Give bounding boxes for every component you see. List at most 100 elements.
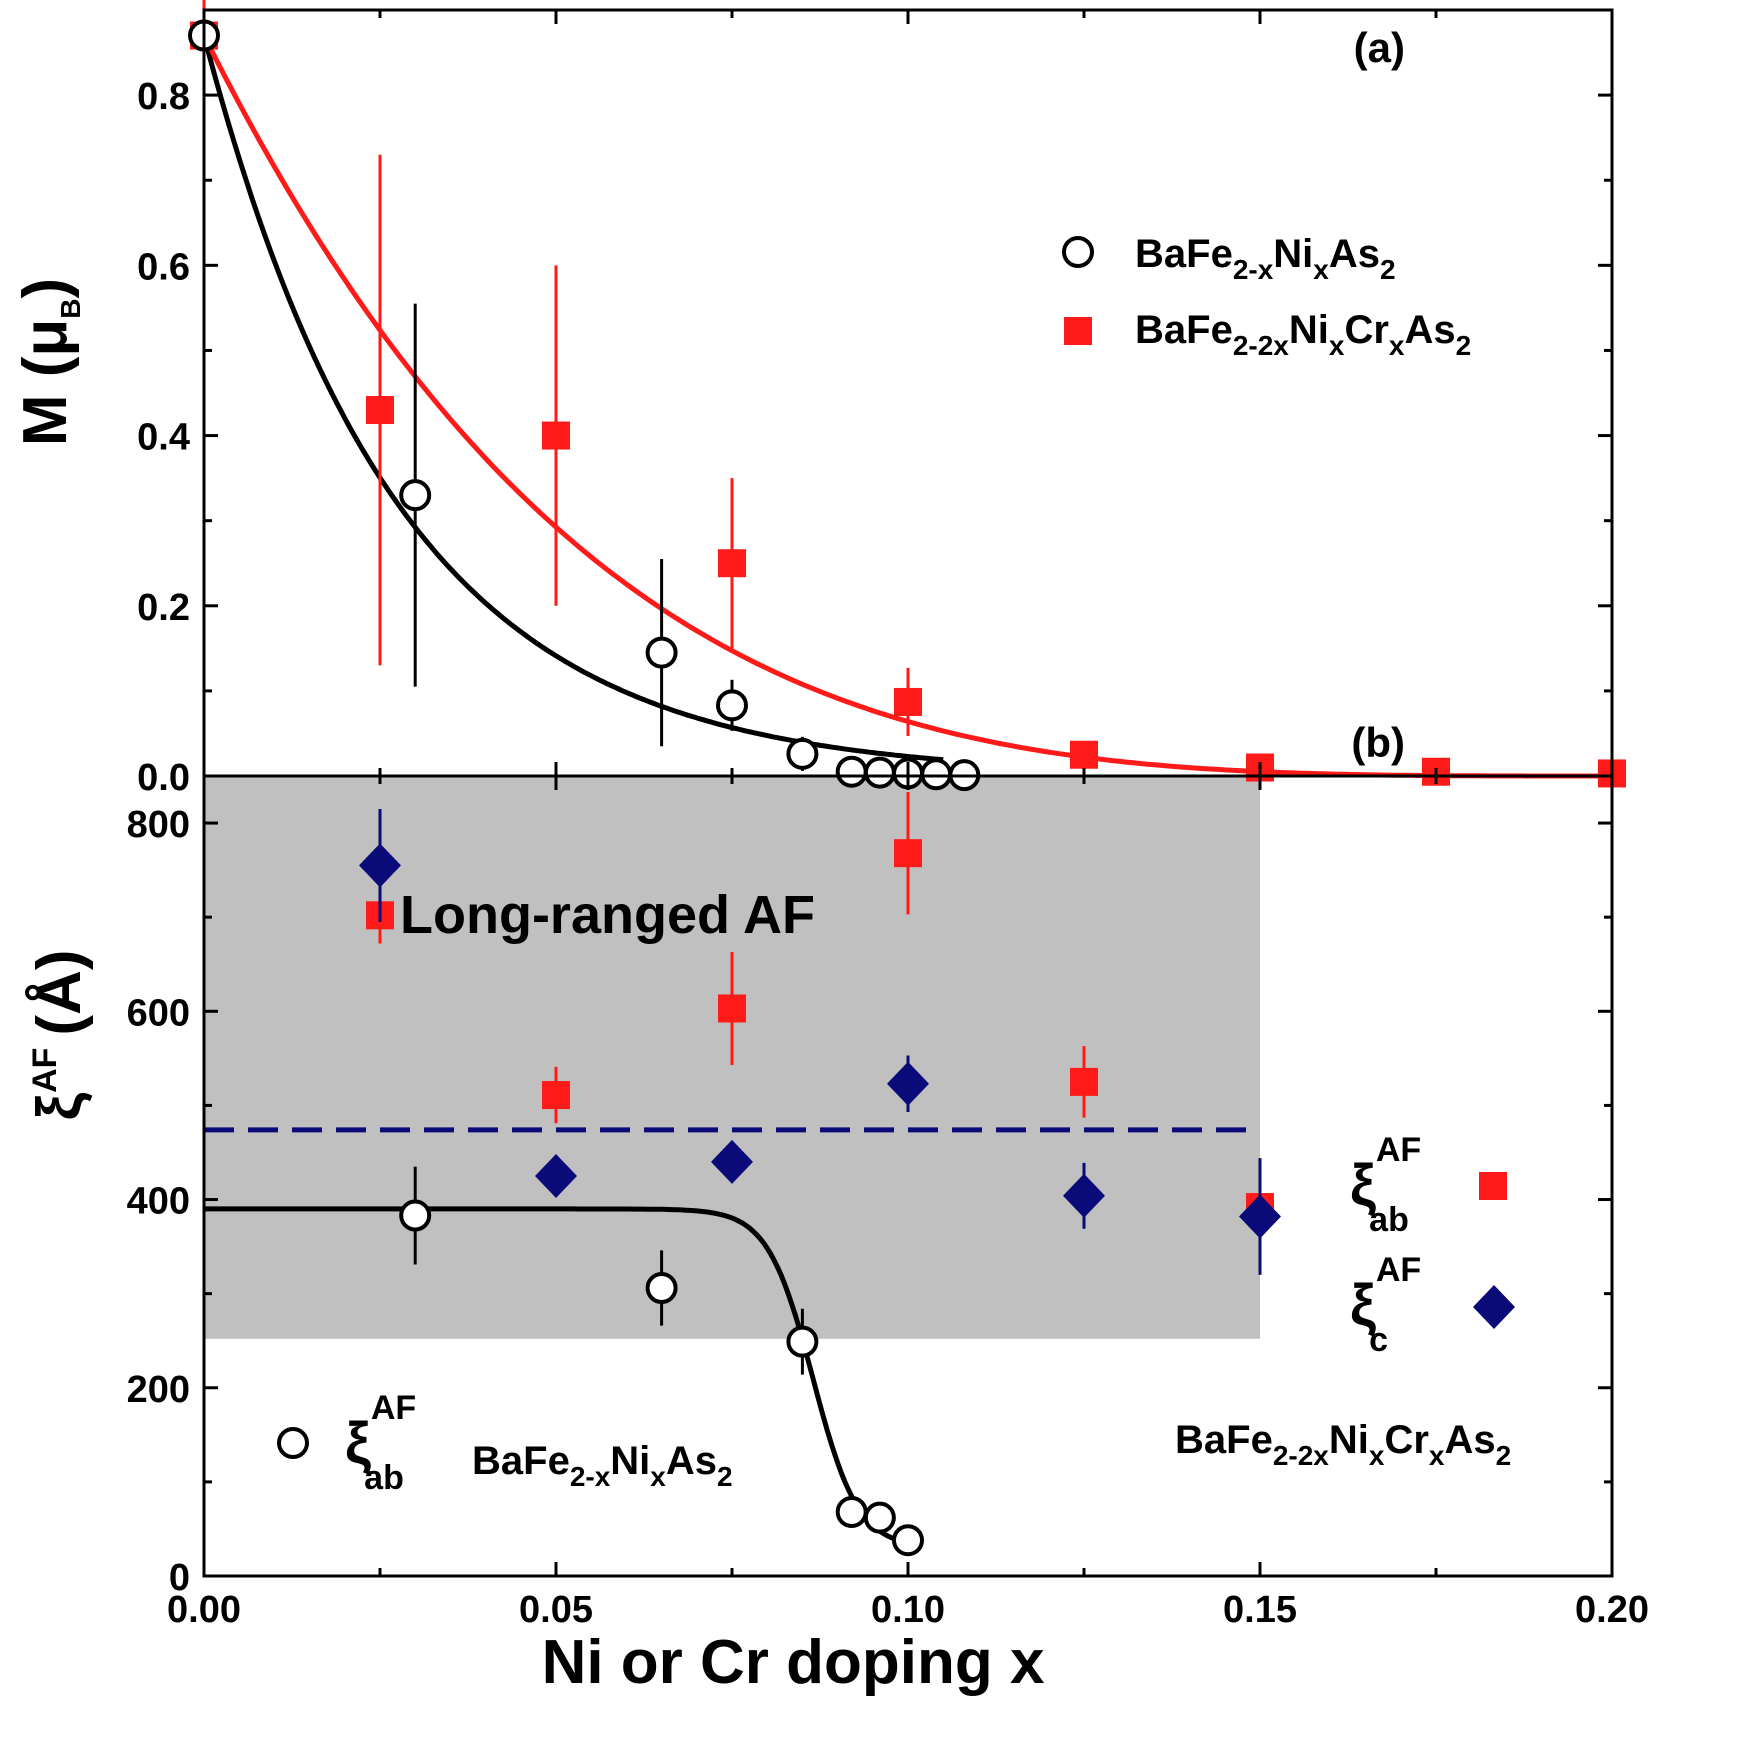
a-open-circle-point bbox=[645, 636, 678, 669]
lg-a-cr-c: Cr bbox=[1344, 308, 1388, 352]
b-open-circle-point bbox=[835, 1496, 868, 1528]
a-open-circle-point bbox=[920, 758, 953, 791]
lg-a-cr-b: Ni bbox=[1289, 308, 1329, 352]
lg-a-cr-csub: x bbox=[1389, 330, 1405, 361]
lg-b-xi1: ξ bbox=[1350, 1153, 1376, 1218]
b-diamond-point bbox=[711, 1139, 753, 1184]
lg-b-ni-a: BaFe bbox=[472, 1439, 570, 1483]
b-open-circle-point bbox=[892, 1524, 924, 1557]
y-axis-title-b: ξAF (Å) bbox=[25, 949, 94, 1120]
y-tick-label-a: 0.4 bbox=[137, 417, 190, 459]
lg-b-xi2: ξ bbox=[1350, 1273, 1376, 1338]
y-axis-title-a-main: M (μ bbox=[11, 319, 80, 446]
b-open-circle-point bbox=[863, 1501, 896, 1534]
y-tick-label-b: 800 bbox=[127, 804, 190, 846]
y-tick-label-b: 200 bbox=[127, 1369, 190, 1411]
y-tick-label-a: 0.2 bbox=[137, 587, 190, 629]
legend-b-xi-ab-ni: ξAF ab bbox=[345, 1389, 416, 1497]
b-diamond-point bbox=[887, 1061, 929, 1106]
lg-b-sup2: AF bbox=[1376, 1251, 1421, 1289]
b-diamond-point bbox=[359, 843, 401, 888]
x-axis-title: Ni or Cr doping x bbox=[542, 1628, 1045, 1697]
lg-a-cr-dsub: 2 bbox=[1456, 330, 1472, 361]
legend-b-compound-ni: BaFe2-xNixAs2 bbox=[472, 1439, 733, 1492]
long-ranged-af-label: Long-ranged AF bbox=[400, 885, 815, 945]
legend-b-compound-cr: BaFe2-2xNixCrxAs2 bbox=[1175, 1418, 1511, 1471]
legend-b-left: ξAF ab BaFe2-xNixAs2 bbox=[277, 1389, 733, 1497]
legend-b-circle-marker bbox=[277, 1427, 309, 1459]
lg-a-ni-asub: 2-x bbox=[1233, 254, 1274, 285]
panel-label-b: (b) bbox=[1351, 719, 1405, 766]
lg-b-sub2: c bbox=[1369, 1321, 1388, 1359]
b-open-circle-point bbox=[786, 1325, 819, 1358]
lg-b-cr-dsub: 2 bbox=[1496, 1440, 1512, 1471]
y-tick-label-a: 0.0 bbox=[137, 757, 190, 799]
lg-a-ni-a: BaFe bbox=[1135, 232, 1233, 276]
lg-a-cr-asub: 2-2x bbox=[1233, 330, 1289, 361]
a-open-circle-point bbox=[399, 479, 432, 512]
legend-b-right: ξAF ab ξAF c BaFe2-2xNixCrxAs2 bbox=[1175, 1131, 1515, 1471]
lg-b-xi3: ξ bbox=[345, 1411, 371, 1476]
fit-curve-ni bbox=[201, 34, 944, 763]
a-square-point bbox=[894, 687, 922, 716]
y-tick-label-a: 0.6 bbox=[137, 246, 190, 288]
a-square-point bbox=[1070, 740, 1098, 769]
y-axis-title-b-sup: AF bbox=[26, 1048, 64, 1093]
lg-b-cr-bsub: x bbox=[1369, 1440, 1385, 1471]
lg-b-cr-d: As bbox=[1444, 1418, 1495, 1462]
lg-b-ni-csub: 2 bbox=[717, 1461, 733, 1492]
legend-a-ni-label: BaFe2-xNixAs2 bbox=[1135, 232, 1396, 285]
b-open-circle-point bbox=[645, 1272, 678, 1304]
x-tick-label: 0.05 bbox=[519, 1589, 593, 1631]
lg-b-cr-b: Ni bbox=[1329, 1418, 1369, 1462]
a-square-point bbox=[366, 396, 394, 425]
lg-b-cr-csub: x bbox=[1429, 1440, 1445, 1471]
lg-b-sub3: ab bbox=[364, 1459, 404, 1497]
y-axis-title-a: M (μB) bbox=[11, 278, 86, 446]
legend-a-cr-label: BaFe2-2xNixCrxAs2 bbox=[1135, 308, 1471, 361]
y-axis-title-a-close: ) bbox=[11, 278, 80, 299]
y-axis-title-a-sub: B bbox=[55, 298, 86, 318]
lg-b-cr-asub: 2-2x bbox=[1273, 1440, 1329, 1471]
x-tick-label: 0.15 bbox=[1223, 1589, 1297, 1631]
b-square-point bbox=[718, 994, 746, 1023]
b-diamond-point bbox=[535, 1154, 577, 1198]
y-axis-title-b-xi: ξ bbox=[25, 1093, 94, 1121]
lg-a-ni-csub: 2 bbox=[1380, 254, 1396, 285]
x-tick-label: 0.20 bbox=[1575, 1589, 1649, 1631]
lg-a-cr-bsub: x bbox=[1329, 330, 1345, 361]
a-open-circle-point bbox=[786, 737, 819, 770]
b-square-point bbox=[894, 839, 922, 868]
legend-a-ni-marker bbox=[1062, 236, 1094, 268]
a-open-circle-point bbox=[863, 756, 896, 789]
lg-b-ni-c: As bbox=[666, 1439, 717, 1483]
b-square-point bbox=[1070, 1067, 1098, 1096]
panel-label-a: (a) bbox=[1354, 24, 1405, 71]
y-tick-label-a: 0.8 bbox=[137, 76, 190, 118]
lg-b-cr-a: BaFe bbox=[1175, 1418, 1273, 1462]
lg-a-cr-d: As bbox=[1404, 308, 1455, 352]
lg-a-ni-c: As bbox=[1329, 232, 1380, 276]
fit-curve-xi-ab-ni bbox=[204, 1206, 909, 1546]
lg-b-sub1: ab bbox=[1369, 1201, 1409, 1239]
lg-a-ni-bsub: x bbox=[1313, 254, 1329, 285]
a-open-circle-point bbox=[716, 689, 748, 722]
y-axis-title-b-unit: (Å) bbox=[25, 949, 94, 1035]
x-tick-label: 0.10 bbox=[871, 1589, 945, 1631]
lg-b-ni-bsub: x bbox=[650, 1461, 666, 1492]
y-tick-label-b: 0 bbox=[169, 1557, 190, 1599]
data-points bbox=[188, 0, 1626, 1557]
lg-a-ni-b: Ni bbox=[1273, 232, 1313, 276]
lg-b-sup3: AF bbox=[371, 1389, 416, 1427]
lg-b-sup1: AF bbox=[1376, 1131, 1421, 1169]
a-square-point bbox=[718, 549, 746, 578]
y-tick-label-b: 400 bbox=[127, 1181, 190, 1223]
b-open-circle-point bbox=[399, 1199, 432, 1232]
legend-b-xi-c: ξAF c bbox=[1350, 1251, 1421, 1359]
legend-b-square-marker bbox=[1479, 1172, 1507, 1200]
b-diamond-point bbox=[1239, 1194, 1281, 1239]
b-square-point bbox=[542, 1081, 570, 1110]
a-square-point bbox=[542, 421, 570, 450]
lg-a-cr-a: BaFe bbox=[1135, 308, 1233, 352]
lg-b-ni-asub: 2-x bbox=[570, 1461, 611, 1492]
